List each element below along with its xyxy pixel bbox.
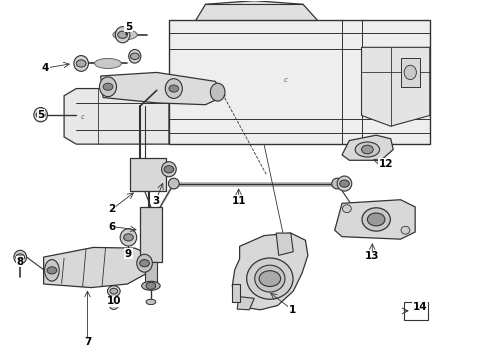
Ellipse shape (99, 77, 116, 96)
Circle shape (16, 254, 24, 260)
Ellipse shape (14, 250, 26, 264)
Polygon shape (195, 1, 317, 21)
Text: 3: 3 (152, 196, 159, 206)
Ellipse shape (34, 108, 47, 122)
Ellipse shape (354, 142, 379, 157)
Ellipse shape (361, 208, 389, 231)
Ellipse shape (113, 30, 137, 40)
Circle shape (76, 60, 86, 67)
Circle shape (146, 282, 156, 289)
Ellipse shape (161, 162, 176, 177)
Polygon shape (232, 284, 239, 302)
Ellipse shape (94, 58, 121, 68)
Bar (404, 302, 427, 320)
Bar (400, 58, 419, 87)
Circle shape (366, 213, 384, 226)
Ellipse shape (146, 299, 156, 305)
Polygon shape (361, 47, 429, 126)
Circle shape (47, 267, 57, 274)
Text: 13: 13 (364, 251, 379, 261)
Polygon shape (232, 233, 307, 310)
Ellipse shape (137, 254, 152, 272)
Bar (140, 207, 161, 262)
Text: 7: 7 (83, 337, 91, 347)
Circle shape (118, 31, 127, 39)
Text: c: c (80, 114, 84, 120)
Ellipse shape (210, 83, 224, 101)
Bar (144, 262, 157, 286)
Ellipse shape (246, 258, 292, 299)
Ellipse shape (109, 302, 118, 310)
Ellipse shape (342, 205, 350, 213)
Ellipse shape (115, 27, 130, 43)
Polygon shape (334, 200, 414, 239)
Circle shape (361, 145, 372, 154)
Text: 10: 10 (106, 296, 121, 306)
Ellipse shape (44, 260, 59, 281)
Polygon shape (64, 89, 168, 144)
Text: c: c (284, 77, 287, 82)
Circle shape (163, 166, 173, 173)
Polygon shape (276, 233, 293, 255)
Circle shape (130, 53, 139, 59)
Ellipse shape (74, 55, 88, 71)
Circle shape (103, 83, 113, 90)
Ellipse shape (168, 178, 179, 189)
Circle shape (140, 260, 149, 267)
Circle shape (36, 112, 45, 118)
Text: 14: 14 (412, 302, 427, 312)
Ellipse shape (254, 265, 285, 292)
Polygon shape (341, 135, 392, 160)
Polygon shape (168, 21, 429, 144)
Ellipse shape (404, 65, 415, 80)
Bar (130, 158, 166, 191)
Polygon shape (43, 247, 152, 288)
Circle shape (259, 271, 280, 287)
Text: 5: 5 (37, 110, 44, 120)
Ellipse shape (336, 176, 351, 191)
Text: 9: 9 (124, 248, 132, 258)
Text: 12: 12 (378, 159, 392, 169)
Ellipse shape (165, 79, 182, 98)
Text: 11: 11 (231, 196, 245, 206)
Circle shape (168, 85, 178, 92)
Circle shape (123, 234, 133, 241)
Circle shape (339, 180, 348, 187)
Ellipse shape (128, 49, 141, 63)
Ellipse shape (400, 226, 409, 234)
Ellipse shape (142, 281, 160, 290)
Ellipse shape (120, 229, 137, 246)
Text: 4: 4 (42, 63, 49, 73)
Text: 8: 8 (17, 257, 24, 267)
Polygon shape (237, 297, 254, 310)
Text: 6: 6 (108, 222, 115, 231)
Ellipse shape (107, 286, 120, 297)
Circle shape (110, 288, 118, 294)
Polygon shape (101, 72, 224, 105)
Text: 1: 1 (288, 305, 295, 315)
Text: 5: 5 (124, 22, 132, 32)
Ellipse shape (331, 178, 342, 189)
Text: 2: 2 (108, 204, 115, 215)
